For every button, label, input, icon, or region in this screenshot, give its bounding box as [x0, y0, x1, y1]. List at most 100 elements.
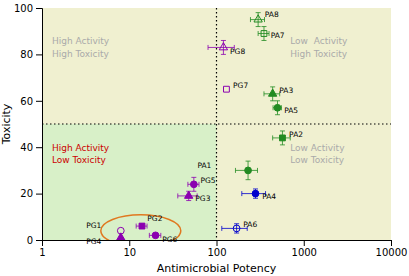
x-tick-label: 1000	[292, 247, 317, 258]
point	[117, 233, 125, 240]
y-tick-label: 20	[20, 188, 33, 199]
region-label: High Activity Low Toxicity	[52, 143, 110, 166]
point	[245, 167, 252, 174]
point-label: PA1	[197, 161, 211, 170]
y-tick-label: 0	[27, 235, 33, 246]
point-label: PG7	[233, 81, 248, 90]
point-label: PA3	[279, 86, 293, 95]
point	[280, 135, 286, 141]
point-label: PA7	[271, 31, 285, 40]
plot-area	[42, 8, 391, 240]
y-axis: 0 20 40 60 80 100	[14, 3, 43, 246]
y-tick: 100	[14, 3, 42, 14]
x-tick-label: 1	[39, 247, 45, 258]
point-label: PG5	[201, 176, 216, 185]
point	[252, 190, 259, 197]
x-axis-title: Antimicrobial Potency	[157, 262, 277, 275]
error-bar-x	[235, 168, 257, 173]
error-bar-x	[273, 105, 281, 110]
point-label: PG1	[86, 221, 101, 230]
reference-line-horizontal	[42, 123, 391, 124]
error-bars	[136, 13, 290, 238]
region-label-line: High Activity	[52, 36, 110, 46]
error-bar-y	[280, 131, 285, 145]
point	[190, 181, 197, 188]
point-label: PA6	[243, 220, 257, 229]
error-bar-x	[188, 182, 199, 187]
y-tick-label: 80	[20, 49, 33, 60]
point	[254, 15, 262, 22]
error-bar-x	[136, 224, 147, 229]
error-bar-y	[246, 161, 251, 180]
point-label: PG4	[86, 237, 101, 246]
error-bar-y	[234, 224, 239, 233]
point-label: PA4	[262, 192, 276, 201]
point	[185, 191, 193, 198]
y-tick-label: 40	[20, 142, 33, 153]
highlight-ellipse	[101, 215, 181, 240]
point	[224, 86, 230, 92]
y-tick-mark	[36, 54, 42, 55]
y-tick-mark	[36, 8, 42, 9]
point	[152, 232, 159, 239]
point	[261, 31, 267, 37]
x-tick-mark	[391, 240, 392, 246]
x-tick: 10	[123, 240, 136, 258]
shaded-region	[42, 124, 217, 240]
chart-container: 1 10 100 1000 10000 0 20 40 60 80 100 Antimicrobial…	[0, 0, 409, 276]
x-tick-label: 10000	[376, 247, 408, 258]
plot-background	[42, 8, 391, 240]
region-label-line: Low Toxicity	[52, 155, 107, 165]
y-tick: 0	[27, 235, 42, 246]
point	[219, 43, 227, 50]
x-tick-label: 100	[207, 247, 226, 258]
y-axis-line	[36, 9, 43, 241]
x-tick: 1000	[292, 240, 317, 258]
plot-root: 1 10 100 1000 10000 0 20 40 60 80 100 Antimicrobial…	[0, 3, 407, 275]
x-tick-label: 10	[123, 247, 136, 258]
error-bar-y	[191, 177, 196, 191]
x-tick-mark	[129, 240, 130, 246]
x-tick: 10000	[376, 240, 408, 258]
error-bar-y	[253, 189, 258, 198]
point-label: PG3	[195, 194, 210, 203]
point-labels: PA8 PA7 PG8 PA3 PG7 PA5 PA2 PA1 PG5 PA4 PG3 PG1 PG4 P…	[86, 10, 303, 246]
y-tick: 20	[20, 188, 42, 199]
x-tick-mark	[217, 240, 218, 246]
y-tick: 40	[20, 142, 42, 153]
error-bar-y	[261, 27, 266, 41]
point-label: PG8	[230, 47, 245, 56]
y-tick-mark	[36, 240, 42, 241]
y-tick-mark	[36, 147, 42, 148]
point-label: PA8	[265, 10, 279, 19]
point	[268, 89, 276, 96]
region-label-line: High Activity	[52, 143, 110, 153]
y-tick-mark	[36, 101, 42, 102]
y-tick-label: 60	[20, 96, 33, 107]
points	[117, 15, 286, 240]
point-label: PA2	[289, 130, 303, 139]
region-label: Low ActivityLow Toxicity	[290, 143, 345, 166]
y-axis-title: Toxicity	[0, 103, 13, 145]
point-label: PG2	[147, 214, 162, 223]
region-label-line: Low Toxicity	[290, 155, 345, 165]
x-tick: 1	[39, 240, 45, 258]
error-bar-x	[273, 135, 291, 140]
error-bar-y	[139, 224, 144, 229]
x-tick: 100	[207, 240, 226, 258]
point	[274, 104, 281, 111]
error-bar-y	[275, 101, 280, 115]
region-label: Low ActivityHigh Toxicity	[290, 36, 348, 59]
region-label: High Activity High Toxicity	[52, 36, 110, 59]
point	[139, 223, 145, 229]
y-tick: 60	[20, 96, 42, 107]
region-label-line: High Toxicity	[52, 49, 110, 59]
point-label: PA5	[284, 106, 298, 115]
reference-line-vertical	[216, 8, 217, 240]
y-tick-mark	[36, 194, 42, 195]
y-tick: 80	[20, 49, 42, 60]
point-label: PG6	[162, 235, 177, 244]
chart-svg: 1 10 100 1000 10000 0 20 40 60 80 100 Antimicrobial…	[0, 0, 409, 276]
y-tick-label: 100	[14, 3, 33, 14]
region-label-line: Low Activity	[290, 36, 348, 46]
